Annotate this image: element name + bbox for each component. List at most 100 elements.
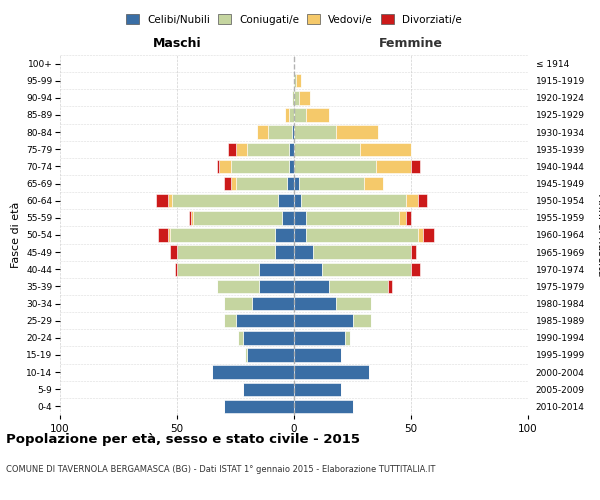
- Text: COMUNE DI TAVERNOLA BERGAMASCA (BG) - Dati ISTAT 1° gennaio 2015 - Elaborazione : COMUNE DI TAVERNOLA BERGAMASCA (BG) - Da…: [6, 466, 436, 474]
- Bar: [294, 228, 306, 241]
- Bar: [217, 160, 219, 173]
- Bar: [306, 228, 418, 241]
- Bar: [406, 194, 418, 207]
- Bar: [231, 177, 235, 190]
- Bar: [224, 314, 235, 328]
- Text: Femmine: Femmine: [379, 37, 443, 50]
- Bar: [376, 160, 411, 173]
- Bar: [299, 177, 364, 190]
- Bar: [224, 400, 294, 413]
- Bar: [236, 177, 287, 190]
- Bar: [224, 177, 231, 190]
- Bar: [336, 126, 378, 139]
- Bar: [294, 160, 376, 173]
- Bar: [167, 228, 170, 241]
- Bar: [289, 142, 294, 156]
- Bar: [247, 142, 289, 156]
- Text: Maschi: Maschi: [152, 37, 202, 50]
- Bar: [235, 314, 294, 328]
- Bar: [388, 280, 392, 293]
- Bar: [283, 211, 294, 224]
- Bar: [238, 331, 242, 344]
- Bar: [294, 142, 359, 156]
- Bar: [364, 177, 383, 190]
- Legend: Celibi/Nubili, Coniugati/e, Vedovi/e, Divorziati/e: Celibi/Nubili, Coniugati/e, Vedovi/e, Di…: [122, 10, 466, 29]
- Bar: [268, 126, 292, 139]
- Bar: [259, 280, 294, 293]
- Bar: [294, 348, 341, 362]
- Bar: [229, 142, 235, 156]
- Bar: [294, 246, 313, 259]
- Bar: [296, 74, 301, 88]
- Bar: [193, 211, 283, 224]
- Bar: [294, 108, 306, 122]
- Bar: [306, 108, 329, 122]
- Bar: [224, 297, 252, 310]
- Bar: [301, 194, 406, 207]
- Bar: [177, 246, 275, 259]
- Bar: [275, 246, 294, 259]
- Bar: [284, 108, 289, 122]
- Bar: [247, 348, 294, 362]
- Bar: [156, 194, 167, 207]
- Bar: [400, 211, 406, 224]
- Bar: [336, 297, 371, 310]
- Bar: [346, 331, 350, 344]
- Bar: [212, 366, 294, 379]
- Bar: [306, 211, 400, 224]
- Bar: [294, 297, 336, 310]
- Bar: [294, 366, 369, 379]
- Bar: [170, 246, 177, 259]
- Bar: [294, 382, 341, 396]
- Bar: [294, 400, 353, 413]
- Bar: [422, 228, 434, 241]
- Bar: [294, 314, 353, 328]
- Bar: [177, 262, 259, 276]
- Bar: [289, 108, 294, 122]
- Bar: [313, 246, 411, 259]
- Bar: [322, 262, 411, 276]
- Y-axis label: Anni di nascita: Anni di nascita: [596, 194, 600, 276]
- Bar: [294, 126, 336, 139]
- Bar: [167, 194, 172, 207]
- Bar: [294, 91, 299, 104]
- Bar: [235, 142, 247, 156]
- Bar: [217, 280, 259, 293]
- Bar: [294, 280, 329, 293]
- Bar: [257, 126, 268, 139]
- Bar: [418, 194, 427, 207]
- Bar: [287, 177, 294, 190]
- Bar: [406, 211, 411, 224]
- Bar: [175, 262, 177, 276]
- Bar: [359, 142, 411, 156]
- Bar: [329, 280, 388, 293]
- Bar: [242, 331, 294, 344]
- Bar: [252, 297, 294, 310]
- Bar: [275, 228, 294, 241]
- Bar: [294, 194, 301, 207]
- Bar: [353, 314, 371, 328]
- Bar: [411, 246, 416, 259]
- Bar: [294, 177, 299, 190]
- Bar: [189, 211, 191, 224]
- Bar: [411, 262, 421, 276]
- Bar: [294, 74, 296, 88]
- Bar: [245, 348, 247, 362]
- Bar: [158, 228, 167, 241]
- Bar: [292, 91, 294, 104]
- Bar: [242, 382, 294, 396]
- Bar: [292, 126, 294, 139]
- Bar: [278, 194, 294, 207]
- Bar: [231, 160, 289, 173]
- Bar: [294, 262, 322, 276]
- Bar: [219, 160, 231, 173]
- Bar: [411, 160, 421, 173]
- Bar: [299, 91, 310, 104]
- Bar: [294, 211, 306, 224]
- Text: Popolazione per età, sesso e stato civile - 2015: Popolazione per età, sesso e stato civil…: [6, 432, 360, 446]
- Bar: [289, 160, 294, 173]
- Bar: [172, 194, 278, 207]
- Bar: [170, 228, 275, 241]
- Bar: [191, 211, 193, 224]
- Bar: [259, 262, 294, 276]
